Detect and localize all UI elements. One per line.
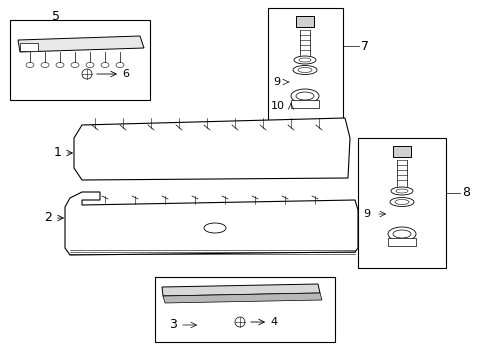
- Ellipse shape: [235, 317, 244, 327]
- Text: 2: 2: [44, 211, 52, 225]
- Ellipse shape: [293, 56, 315, 64]
- Ellipse shape: [116, 63, 124, 68]
- Ellipse shape: [392, 230, 410, 238]
- Ellipse shape: [387, 227, 415, 241]
- Ellipse shape: [101, 63, 109, 68]
- Bar: [290, 100, 318, 108]
- Ellipse shape: [71, 63, 79, 68]
- Text: 3: 3: [169, 319, 177, 332]
- Polygon shape: [65, 192, 357, 255]
- Ellipse shape: [290, 89, 318, 103]
- Ellipse shape: [295, 92, 313, 100]
- Ellipse shape: [86, 63, 94, 68]
- Text: 7: 7: [360, 40, 368, 53]
- Bar: [357, 138, 445, 268]
- Bar: [155, 277, 334, 342]
- Ellipse shape: [390, 187, 412, 195]
- Polygon shape: [18, 36, 143, 52]
- Polygon shape: [74, 118, 349, 180]
- Ellipse shape: [394, 199, 408, 204]
- Text: 10: 10: [270, 101, 285, 111]
- Text: 9: 9: [272, 77, 280, 87]
- Ellipse shape: [292, 66, 316, 75]
- Text: 6: 6: [122, 69, 129, 79]
- Bar: [295, 16, 313, 27]
- Ellipse shape: [82, 69, 92, 79]
- Ellipse shape: [395, 189, 407, 193]
- Bar: [387, 238, 415, 246]
- Bar: [10, 20, 150, 100]
- Text: 8: 8: [461, 186, 469, 199]
- Text: 4: 4: [269, 317, 277, 327]
- Ellipse shape: [297, 68, 311, 72]
- Bar: [267, 8, 342, 120]
- Ellipse shape: [26, 63, 34, 68]
- Ellipse shape: [41, 63, 49, 68]
- Bar: [392, 146, 410, 157]
- Text: 9: 9: [362, 209, 369, 219]
- Ellipse shape: [56, 63, 64, 68]
- Polygon shape: [163, 293, 321, 303]
- Ellipse shape: [203, 223, 225, 233]
- Text: 1: 1: [54, 147, 62, 159]
- Polygon shape: [162, 284, 319, 296]
- Ellipse shape: [298, 58, 310, 62]
- Bar: [20, 43, 38, 51]
- Ellipse shape: [389, 198, 413, 207]
- Text: 5: 5: [52, 10, 60, 23]
